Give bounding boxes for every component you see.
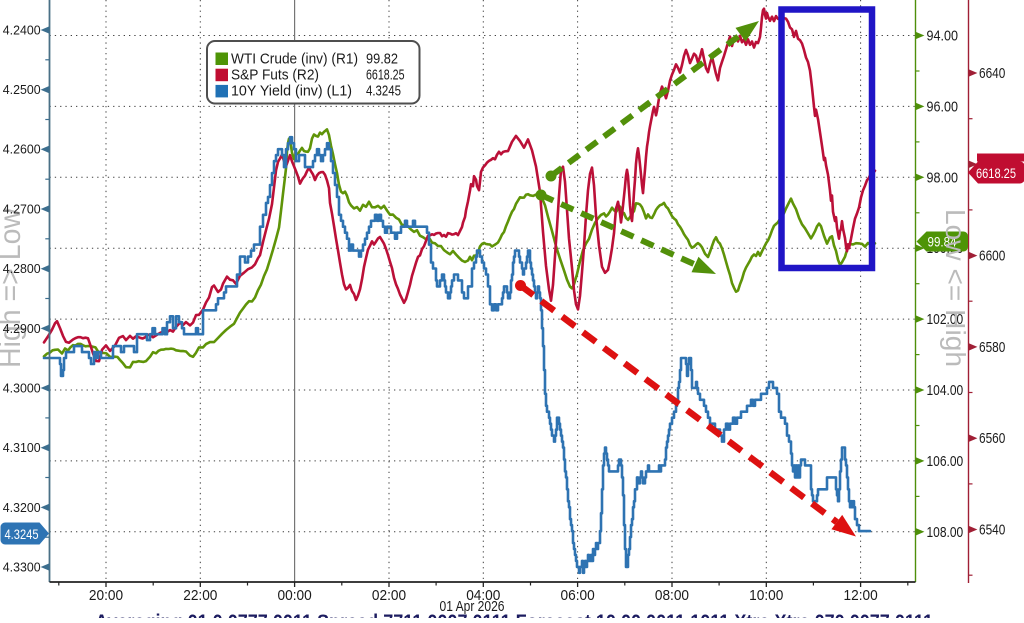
svg-text:4.3300: 4.3300 xyxy=(3,560,41,574)
svg-text:4.2800: 4.2800 xyxy=(3,262,41,276)
svg-text:6580: 6580 xyxy=(979,339,1005,356)
svg-text:102.00: 102.00 xyxy=(927,311,964,328)
svg-text:08:00: 08:00 xyxy=(655,587,689,604)
svg-text:94.00: 94.00 xyxy=(927,28,959,45)
svg-text:6618.25: 6618.25 xyxy=(976,166,1016,181)
svg-text:99.84: 99.84 xyxy=(928,235,957,250)
svg-text:6600: 6600 xyxy=(979,248,1005,265)
svg-text:4.2900: 4.2900 xyxy=(3,322,41,336)
svg-text:4.3245: 4.3245 xyxy=(366,84,401,100)
svg-text:WTI Crude (inv) (R1): WTI Crude (inv) (R1) xyxy=(231,51,358,67)
svg-text:High => Low: High => Low xyxy=(0,208,27,368)
svg-text:99.82: 99.82 xyxy=(366,51,398,67)
svg-text:04:00: 04:00 xyxy=(466,587,500,604)
svg-text:4.3200: 4.3200 xyxy=(3,501,41,515)
svg-text:4.2700: 4.2700 xyxy=(3,202,41,216)
svg-text:96.00: 96.00 xyxy=(927,98,959,115)
svg-text:06:00: 06:00 xyxy=(561,587,595,604)
svg-text:22:00: 22:00 xyxy=(183,587,217,604)
svg-text:Averaging 01 0 0777 0011 Sprea: Averaging 01 0 0777 0011 Spread 7711 000… xyxy=(95,612,933,619)
svg-text:4.2600: 4.2600 xyxy=(3,143,41,157)
svg-text:104.00: 104.00 xyxy=(927,382,964,399)
svg-text:4.3245: 4.3245 xyxy=(5,527,39,542)
svg-text:6640: 6640 xyxy=(979,65,1005,82)
svg-text:10Y Yield (inv) (L1): 10Y Yield (inv) (L1) xyxy=(231,84,352,100)
svg-text:01 Apr 2026: 01 Apr 2026 xyxy=(440,599,505,615)
svg-text:6618.25: 6618.25 xyxy=(366,68,405,84)
svg-text:12:00: 12:00 xyxy=(844,587,878,604)
svg-text:6560: 6560 xyxy=(979,430,1005,447)
svg-text:6540: 6540 xyxy=(979,522,1005,539)
svg-text:4.3000: 4.3000 xyxy=(3,381,41,395)
svg-text:Low <= High: Low <= High xyxy=(940,209,971,367)
svg-text:4.2400: 4.2400 xyxy=(3,23,41,37)
svg-text:4.2500: 4.2500 xyxy=(3,83,41,97)
svg-text:00:00: 00:00 xyxy=(278,587,312,604)
svg-text:98.00: 98.00 xyxy=(927,169,959,186)
svg-text:02:00: 02:00 xyxy=(372,587,406,604)
svg-text:S&P Futs (R2): S&P Futs (R2) xyxy=(231,68,319,84)
svg-text:106.00: 106.00 xyxy=(927,453,964,470)
svg-text:108.00: 108.00 xyxy=(927,524,964,541)
svg-text:10:00: 10:00 xyxy=(749,587,783,604)
svg-text:4.3100: 4.3100 xyxy=(3,441,41,455)
svg-text:20:00: 20:00 xyxy=(89,587,123,604)
